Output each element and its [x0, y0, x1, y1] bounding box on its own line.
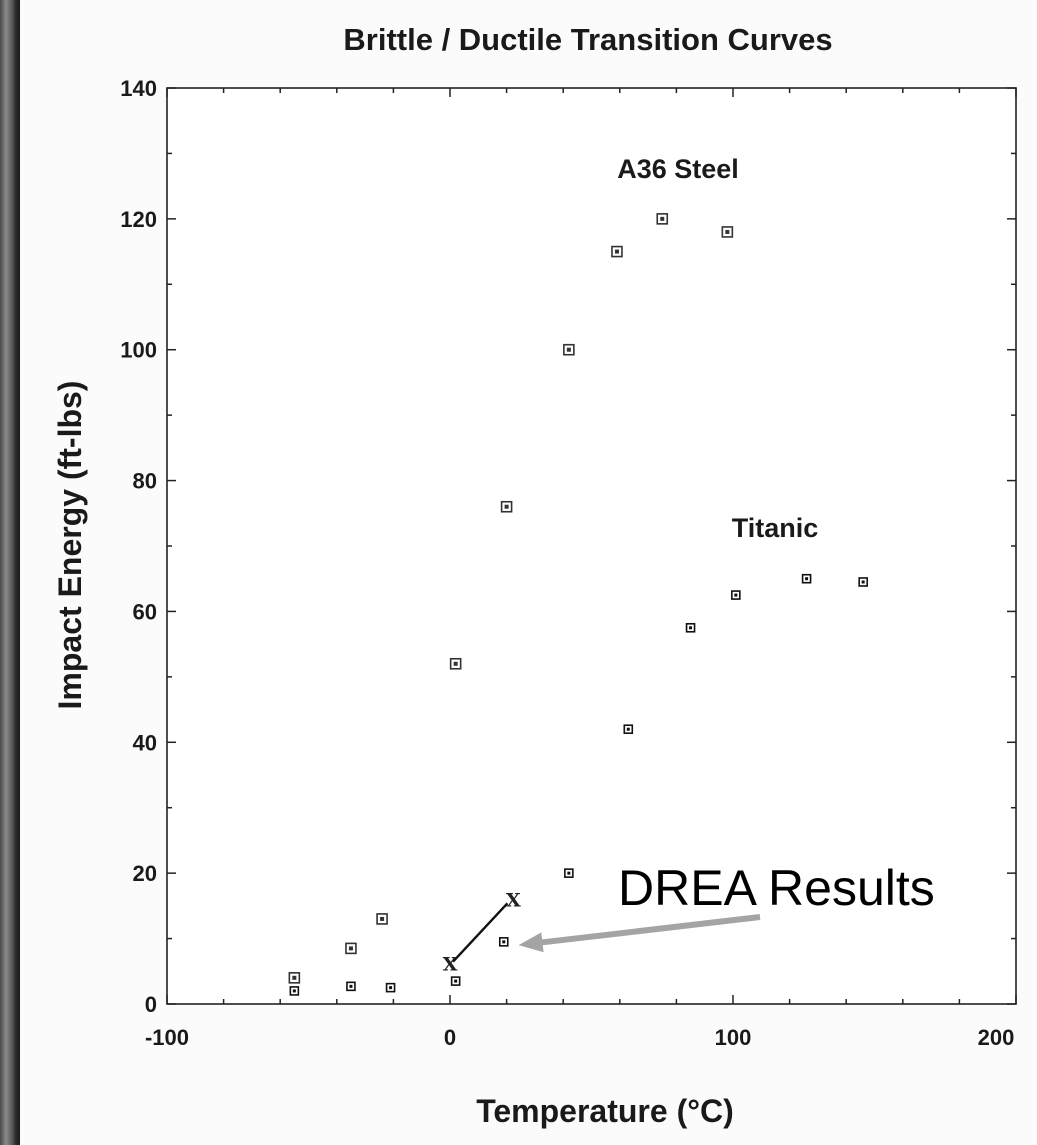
- axis-ticks: [166, 87, 1017, 1005]
- data-point-a36-steel: [345, 942, 357, 955]
- marker-center: [454, 979, 458, 983]
- chart-title: Brittle / Ductile Transition Curves: [343, 22, 832, 57]
- marker-center: [614, 249, 619, 254]
- marker-center: [380, 916, 385, 921]
- data-markers: [288, 213, 868, 996]
- x-tick-label: -100: [145, 1025, 189, 1050]
- x-tick-label: 200: [978, 1025, 1015, 1050]
- data-point-titanic: [498, 937, 509, 947]
- marker-center: [502, 940, 506, 944]
- marker-center: [292, 975, 297, 980]
- y-tick-label: 60: [133, 599, 157, 624]
- marker-center: [689, 626, 693, 630]
- drea-results-label: DREA Results: [618, 860, 935, 916]
- y-tick-labels: 0 20 40 60 80 100 120 140: [120, 76, 157, 1017]
- plot-area-frame: [166, 87, 1017, 1005]
- data-point-titanic: [801, 573, 812, 584]
- x-axis-title: Temperature (°C): [476, 1093, 734, 1129]
- data-point-a36-steel: [611, 245, 623, 258]
- transition-curves-chart: Brittle / Ductile Transition Curves 0 20 4…: [52, 22, 1017, 1129]
- y-tick-label: 0: [145, 992, 157, 1017]
- marker-center: [805, 577, 809, 581]
- marker-center: [861, 580, 865, 584]
- drea-annotation: X X DREA Results: [443, 860, 935, 976]
- data-point-titanic: [564, 868, 574, 878]
- marker-center: [504, 504, 509, 509]
- y-tick-label: 140: [120, 76, 157, 101]
- marker-center: [349, 984, 353, 988]
- marker-center: [626, 727, 630, 731]
- marker-center: [567, 871, 571, 875]
- marker-center: [734, 593, 738, 597]
- data-point-titanic: [685, 622, 696, 633]
- data-point-titanic: [346, 981, 356, 992]
- y-tick-label: 40: [133, 730, 157, 755]
- series-label-a36-steel: A36 Steel: [617, 154, 739, 184]
- data-point-a36-steel: [656, 213, 669, 225]
- data-point-a36-steel: [563, 343, 575, 356]
- series-label-titanic: Titanic: [732, 513, 819, 543]
- y-tick-label: 20: [133, 861, 157, 886]
- data-point-a36-steel: [288, 972, 301, 984]
- data-point-titanic: [858, 577, 868, 587]
- data-point-titanic: [731, 590, 741, 600]
- marker-center: [348, 946, 353, 951]
- data-point-a36-steel: [376, 913, 388, 925]
- data-point-titanic: [450, 976, 461, 986]
- marker-center: [566, 347, 571, 352]
- x-tick-label: 0: [444, 1025, 456, 1050]
- drea-callout-arrow: [518, 914, 761, 953]
- data-point-a36-steel: [721, 226, 734, 238]
- data-point-a36-steel: [449, 657, 462, 670]
- slide-background: Brittle / Ductile Transition Curves 0 20 4…: [20, 0, 1037, 1145]
- drea-x-marker: X: [443, 954, 458, 976]
- drea-connector-line: [452, 902, 509, 963]
- y-axis-title: Impact Energy (ft-lbs): [52, 381, 88, 710]
- drea-x-marker: X: [506, 889, 521, 911]
- marker-center: [292, 989, 296, 993]
- y-tick-label: 120: [120, 207, 157, 232]
- data-point-titanic: [289, 986, 300, 996]
- marker-center: [453, 661, 458, 666]
- data-point-titanic: [385, 982, 396, 993]
- data-point-a36-steel: [500, 500, 513, 513]
- marker-center: [389, 986, 393, 990]
- y-tick-label: 100: [120, 338, 157, 363]
- marker-center: [725, 229, 730, 234]
- x-tick-label: 100: [715, 1025, 752, 1050]
- x-tick-labels: -100 0 100 200: [145, 1025, 1014, 1050]
- marker-center: [660, 216, 665, 221]
- y-tick-label: 80: [133, 469, 157, 494]
- data-point-titanic: [623, 724, 634, 735]
